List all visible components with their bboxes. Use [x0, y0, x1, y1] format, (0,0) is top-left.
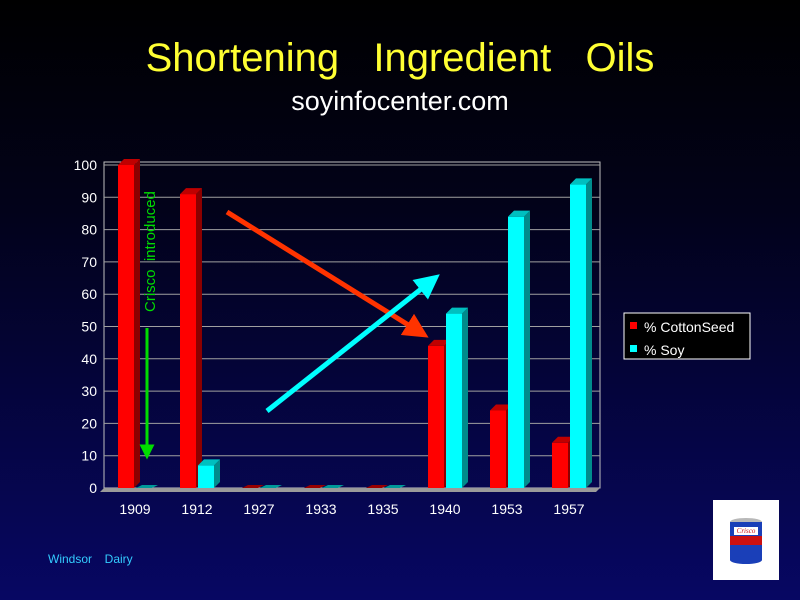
y-tick-label: 90	[81, 189, 97, 205]
x-tick-label: 1933	[305, 501, 336, 517]
bar-face	[446, 313, 462, 488]
bar-zero	[136, 485, 158, 488]
cottonseed-trend-arrow	[225, 209, 429, 338]
bar-face	[552, 442, 568, 488]
bar-top	[570, 178, 592, 185]
crisco-can-icon: Crisco	[713, 500, 779, 580]
bar-face	[428, 345, 444, 488]
bar-face	[490, 410, 506, 488]
bar-top	[118, 159, 140, 165]
chart-title: Shortening Ingredient Oils	[145, 36, 655, 80]
bar-soy	[446, 307, 468, 488]
legend-swatch-cottonseed	[630, 322, 637, 329]
bar-zero	[384, 485, 406, 488]
bar-cottonseed	[180, 188, 202, 488]
legend-label-soy: % Soy	[644, 342, 684, 358]
bar-face	[118, 165, 134, 488]
footer-label: Windsor Dairy	[48, 552, 133, 566]
crisco-annotation: Crisco introduced	[142, 191, 159, 312]
bar-cottonseed	[304, 485, 326, 488]
y-tick-label: 70	[81, 254, 97, 270]
y-tick-label: 10	[81, 448, 97, 464]
svg-text:Crisco: Crisco	[737, 527, 756, 535]
x-tick-label: 1927	[243, 501, 274, 517]
y-tick-label: 40	[81, 351, 97, 367]
bar-side	[214, 459, 220, 488]
bar-face	[508, 216, 524, 488]
bar-cottonseed	[366, 485, 388, 488]
bar-top	[180, 188, 202, 195]
bar-top	[552, 436, 574, 443]
y-tick-label: 100	[74, 157, 98, 173]
y-tick-label: 50	[81, 319, 97, 335]
x-tick-label: 1940	[429, 501, 460, 517]
soy-trend-arrow	[265, 274, 440, 413]
bar-zero	[260, 485, 282, 488]
x-tick-label: 1953	[491, 501, 522, 517]
bar-top	[446, 307, 468, 314]
legend: % CottonSeed % Soy	[623, 312, 751, 360]
plot-floor	[100, 488, 600, 492]
bar-face	[198, 465, 214, 488]
bar-cottonseed	[118, 159, 140, 488]
bar-soy	[570, 178, 592, 488]
bar-soy	[198, 459, 220, 488]
bar-side	[524, 210, 530, 488]
bar-cottonseed	[242, 485, 264, 488]
legend-swatch-soy	[630, 345, 637, 352]
bar-zero	[304, 485, 326, 488]
bar-soy	[508, 210, 530, 488]
bar-side	[134, 159, 140, 488]
chart-subtitle: soyinfocenter.com	[291, 86, 509, 116]
bar-soy	[384, 485, 406, 488]
bar-top	[490, 404, 512, 411]
x-tick-label: 1912	[181, 501, 212, 517]
y-tick-label: 80	[81, 222, 97, 238]
y-tick-label: 0	[89, 480, 97, 496]
bar-top	[198, 459, 220, 466]
bar-face	[180, 194, 196, 488]
legend-label-cottonseed: % CottonSeed	[644, 319, 734, 335]
bar-side	[196, 188, 202, 488]
x-tick-label: 1909	[119, 501, 150, 517]
bar-zero	[322, 485, 344, 488]
bar-soy	[260, 485, 282, 488]
bar-zero	[242, 485, 264, 488]
bar-side	[586, 178, 592, 488]
bar-face	[570, 184, 586, 488]
bar-soy	[136, 485, 158, 488]
bar-soy	[322, 485, 344, 488]
legend-box	[623, 312, 751, 360]
bar-zero	[366, 485, 388, 488]
bar-side	[462, 307, 468, 488]
y-tick-label: 60	[81, 286, 97, 302]
bar-top	[428, 339, 450, 346]
bar-top	[508, 210, 530, 217]
y-tick-label: 20	[81, 415, 97, 431]
y-tick-label: 30	[81, 383, 97, 399]
x-tick-label: 1935	[367, 501, 398, 517]
x-tick-label: 1957	[553, 501, 584, 517]
